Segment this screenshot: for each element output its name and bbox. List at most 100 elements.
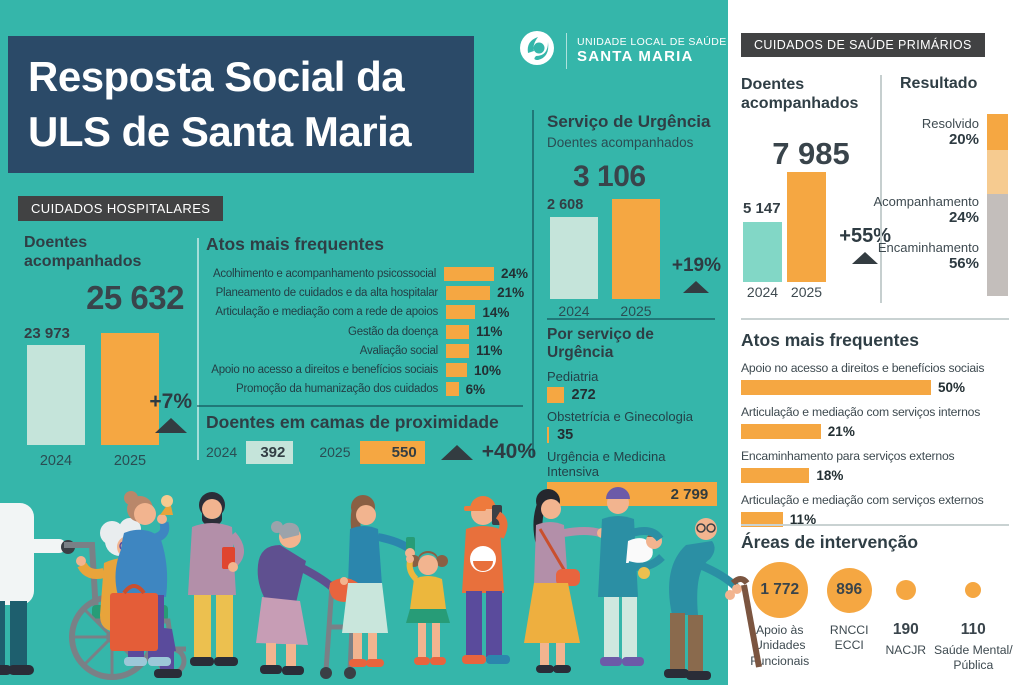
pill-2024: 392 — [246, 440, 294, 464]
primarios-panel: CUIDADOS DE SAÚDE PRIMÁRIOS Doentes acom… — [728, 0, 1024, 685]
bar — [741, 512, 783, 527]
page-title-line2: ULS de Santa Maria — [28, 107, 412, 155]
area-item: 190 NACJR — [880, 561, 932, 674]
urgencia-delta: +19% — [672, 255, 721, 293]
person-man-baby — [598, 487, 665, 666]
person-wheelchair — [64, 518, 187, 680]
urgencia-heading: Serviço de Urgência — [547, 112, 711, 131]
up-triangle-icon — [852, 252, 879, 264]
primarios-doentes-total: 7 985 — [772, 136, 850, 171]
bar-2024 — [27, 344, 85, 446]
bar — [446, 363, 467, 378]
divider — [880, 75, 882, 303]
bar-row: Apoio no acesso a direitos e benefícios … — [211, 362, 502, 378]
areas-section: Áreas de intervenção 1 772 Apoio às Unid… — [741, 532, 1015, 674]
por-servico-section: Por serviço de Urgência Pediatria 272 Ob… — [547, 326, 719, 506]
year-label-2025: 2025 — [113, 453, 147, 470]
camas-delta: +40% — [481, 440, 536, 463]
hospital-atos-section: Atos mais frequentes Acolhimento e acomp… — [206, 234, 528, 399]
bar-2025 — [101, 332, 159, 446]
primarios-atos-heading: Atos mais frequentes — [741, 330, 919, 350]
bar-row: Promoção da humanização dos cuidados 6% — [236, 381, 486, 397]
logo-org-line1: UNIDADE LOCAL DE SAÚDE — [577, 36, 727, 48]
hospital-atos-rows: Acolhimento e acompanhamento psicossocia… — [206, 264, 528, 399]
divider — [741, 318, 1009, 320]
person-woman-tote — [110, 491, 173, 666]
urgencia-total: 3 106 — [573, 160, 646, 193]
bar — [446, 382, 459, 397]
bar — [446, 324, 470, 339]
camas-heading: Doentes em camas de proximidade — [206, 412, 499, 432]
page-title: Resposta Social da ULS de Santa Maria — [8, 36, 474, 173]
badge-cuidados-hospitalares: CUIDADOS HOSPITALARES — [18, 196, 224, 221]
bar — [446, 305, 476, 320]
bar — [547, 387, 564, 403]
divider — [197, 238, 199, 460]
bar — [741, 468, 810, 483]
pill-2025: 550 — [359, 440, 425, 464]
bar-row: 2 799 — [547, 482, 719, 506]
hospital-doentes-prev-value: 23 973 — [24, 325, 70, 343]
year-label-2024: 2024 — [39, 453, 73, 470]
person-walker-woman — [256, 521, 357, 679]
primarios-doentes-heading: Doentes acompanhados — [741, 76, 859, 113]
resultado-stacked-bar — [987, 114, 1008, 296]
primarios-atos-section: Atos mais frequentes Apoio no acesso a d… — [741, 330, 1011, 527]
up-triangle-icon — [154, 418, 187, 434]
person-cap-man — [462, 496, 510, 664]
bar-row: Acolhimento e acompanhamento psicossocia… — [212, 266, 528, 282]
bar-row: 50% — [741, 380, 1011, 395]
bar-row: 11% — [741, 512, 1011, 527]
person-ponytail-woman — [524, 489, 607, 673]
bar — [741, 424, 821, 439]
area-item: 110 Saúde Mental/ Pública — [932, 561, 1015, 674]
primarios-prev-value: 5 147 — [743, 200, 781, 217]
bar — [446, 285, 491, 300]
bar-row: 35 — [547, 427, 719, 443]
bar — [741, 380, 931, 395]
urgencia-prev-value: 2 608 — [547, 197, 584, 213]
segment-encaminhamento — [987, 194, 1008, 296]
badge-cuidados-primarios: CUIDADOS DE SAÚDE PRIMÁRIOS — [741, 33, 985, 57]
bar-row: 272 — [547, 387, 719, 403]
segment-label: Acompanhamento 24% — [873, 194, 979, 226]
bubble: 896 — [826, 567, 872, 613]
bar — [444, 266, 494, 281]
bar-2024 — [550, 216, 598, 299]
area-item: 896 RNCCI ECCI — [818, 561, 880, 674]
uls-logo: UNIDADE LOCAL DE SAÚDE SANTA MARIA — [518, 29, 727, 72]
person-woman-phone — [329, 495, 415, 667]
primarios-doentes-chart: 5 147 +55% 2024 2025 — [743, 171, 893, 300]
bar-2025 — [787, 171, 826, 282]
person-bearded-man — [188, 492, 244, 666]
bar: 2 799 — [547, 482, 718, 506]
divider — [532, 110, 534, 456]
segment-label: Encaminhamento 56% — [877, 240, 979, 272]
bubble — [895, 580, 916, 600]
logo-org-line2: SANTA MARIA — [577, 48, 694, 65]
bar-row: Avaliação social 11% — [359, 343, 503, 359]
divider — [741, 524, 1009, 526]
hospital-atos-heading: Atos mais frequentes — [206, 234, 384, 254]
bar-row: Articulação e mediação com a rede de apo… — [215, 304, 510, 320]
hospital-doentes-heading: Doentes acompanhados — [24, 234, 142, 271]
hospital-doentes-chart: 23 973 +7% 2024 2025 — [24, 319, 192, 470]
logo-divider — [566, 32, 567, 69]
camas-section: Doentes em camas de proximidade 2024 392… — [206, 412, 536, 464]
hospital-doentes-delta: +7% — [149, 390, 192, 434]
bar-row: Planeamento de cuidados e da alta hospit… — [215, 285, 525, 301]
segment-label: Resolvido 20% — [921, 116, 979, 148]
divider — [197, 405, 523, 407]
bubble — [965, 582, 982, 598]
up-triangle-icon — [440, 444, 473, 460]
person-girl — [406, 551, 450, 665]
year-label-2025: 2025 — [790, 284, 823, 300]
bar-row: 18% — [741, 468, 1011, 483]
year-label-2024: 2024 — [558, 303, 590, 319]
bar-2024 — [743, 221, 782, 282]
urgencia-subheading: Doentes acompanhados — [547, 135, 694, 150]
divider — [547, 318, 715, 320]
uls-logo-icon — [518, 29, 556, 72]
year-label-2025: 2025 — [620, 303, 652, 319]
